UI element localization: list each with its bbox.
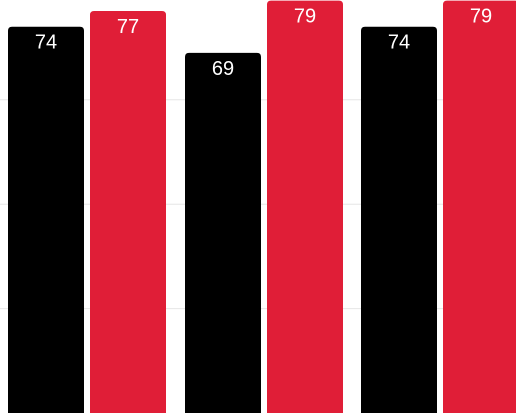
data-label-series-2-group-1: 77 — [117, 16, 139, 38]
bar-series-1-group-3 — [361, 26, 437, 413]
bar-series-2-group-1 — [90, 11, 166, 413]
data-label-series-2-group-3: 79 — [470, 6, 492, 28]
bar-series-2-group-2 — [267, 0, 343, 413]
data-label-series-2-group-2: 79 — [294, 6, 316, 28]
data-label-series-1-group-2: 69 — [212, 58, 234, 80]
bars — [8, 0, 516, 413]
data-labels: 74 77 69 79 74 79 — [35, 6, 492, 80]
bar-series-2-group-3 — [443, 0, 516, 413]
bar-series-1-group-2 — [185, 52, 261, 413]
bar-series-1-group-1 — [8, 26, 84, 413]
data-label-series-1-group-1: 74 — [35, 32, 57, 54]
data-label-series-1-group-3: 74 — [388, 32, 410, 54]
